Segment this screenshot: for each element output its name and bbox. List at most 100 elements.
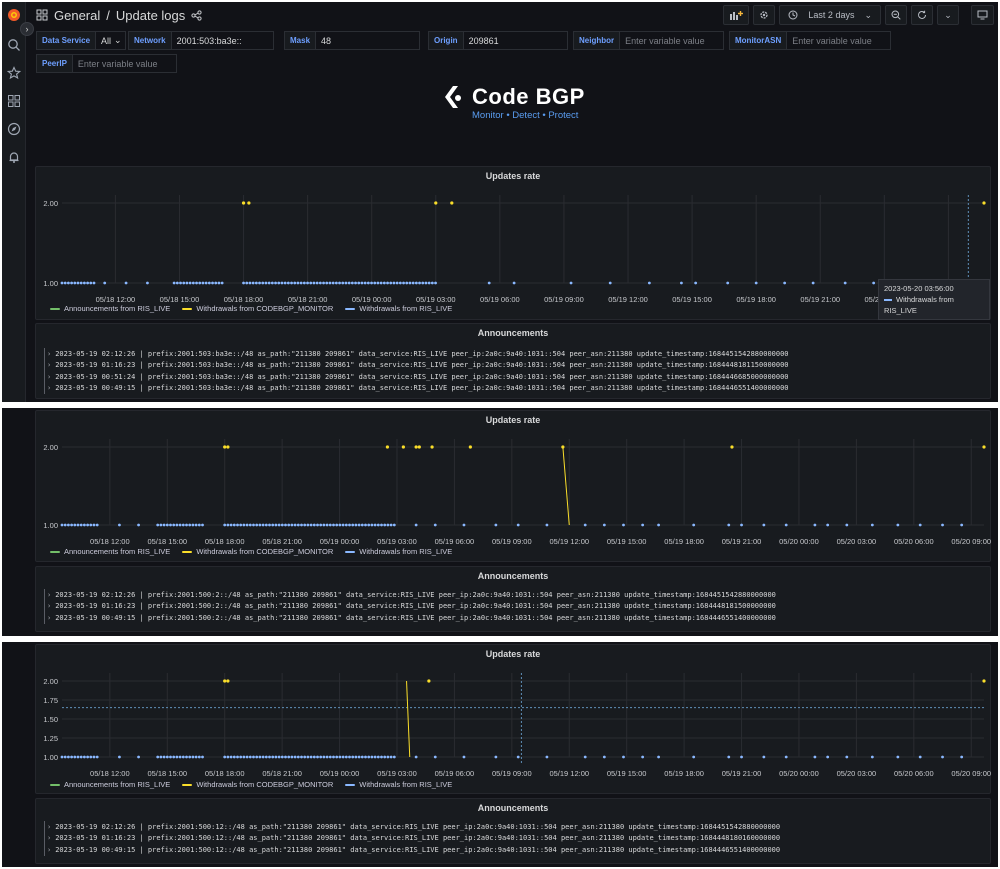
data-point [408, 281, 412, 285]
x-tick-label: 05/19 15:00 [607, 537, 647, 546]
updates-rate-chart[interactable]: 1.00 1.25 1.50 1.75 2.00 05/18 12:00 05/18 15:… [36, 645, 992, 795]
data-point [896, 755, 900, 759]
data-point [70, 755, 73, 759]
data-point [236, 755, 239, 759]
legend-item[interactable]: Withdrawals from RIS_LIVE [345, 304, 452, 313]
legend-item[interactable]: Announcements from RIS_LIVE [50, 547, 170, 556]
data-point [245, 281, 249, 285]
settings-button[interactable] [753, 5, 776, 25]
data-point [248, 523, 252, 527]
data-point [357, 523, 361, 527]
data-point [214, 281, 218, 285]
legend-item[interactable]: Withdrawals from CODEBGP_MONITOR [182, 304, 333, 313]
var-peer-ip[interactable]: PeerIP Enter variable value [36, 54, 177, 73]
data-point [95, 523, 99, 527]
data-point [277, 523, 281, 527]
log-row[interactable]: › 2023-05-19 00:49:15 | prefix:2001:503:b… [44, 382, 982, 394]
monitor-asn-input[interactable]: Enter variable value [787, 31, 892, 50]
x-tick-label: 05/20 06:00 [894, 537, 934, 546]
var-network[interactable]: Network 2001:503:ba3e:: [128, 31, 274, 50]
var-label: Data Service [36, 31, 97, 50]
data-service-select[interactable]: All ⌄ [96, 31, 127, 50]
data-point [162, 755, 166, 759]
data-point [383, 523, 387, 527]
mask-input[interactable]: 48 [316, 31, 421, 50]
log-row[interactable]: › 2023-05-19 02:12:26 | prefix:2001:500:2… [44, 589, 982, 601]
data-point [692, 523, 696, 527]
var-data-service[interactable]: Data Service All ⌄ [36, 31, 127, 50]
var-neighbor[interactable]: Neighbor Enter variable value [573, 31, 725, 50]
legend-swatch [345, 550, 356, 553]
explore-icon[interactable] [5, 120, 23, 138]
chevron-down-icon: ⌄ [944, 9, 952, 20]
x-tick-label: 05/19 00:00 [320, 769, 360, 778]
alerting-bell-icon[interactable] [5, 148, 23, 166]
data-point [434, 201, 438, 205]
data-point [274, 523, 278, 527]
legend-item[interactable]: Announcements from RIS_LIVE [50, 304, 170, 313]
data-point [124, 281, 128, 285]
legend-label: Withdrawals from CODEBGP_MONITOR [196, 304, 334, 313]
network-input[interactable]: 2001:503:ba3e:: [171, 31, 274, 50]
log-row[interactable]: › 2023-05-19 01:16:23 | prefix:2001:500:2… [44, 600, 982, 612]
data-point [360, 281, 364, 285]
data-point [845, 755, 849, 759]
dashboard-title[interactable]: Update logs [115, 7, 186, 23]
updates-rate-panel[interactable]: Updates rate 1.00 1.25 1.50 1.75 2.00 05/18 1… [35, 644, 991, 794]
data-point [309, 281, 313, 285]
data-point [494, 755, 498, 759]
data-point [290, 281, 293, 285]
expand-menu-icon[interactable]: › [20, 22, 34, 36]
legend-item[interactable]: Withdrawals from CODEBGP_MONITOR [182, 780, 333, 789]
share-icon[interactable] [191, 9, 202, 21]
data-point [194, 755, 198, 759]
breadcrumb-folder[interactable]: General [54, 7, 101, 23]
neighbor-input[interactable]: Enter variable value [620, 31, 725, 50]
time-range-picker[interactable]: Last 2 days ⌄ [779, 5, 881, 25]
log-row[interactable]: › 2023-05-19 02:12:26 | prefix:2001:500:1… [44, 821, 982, 833]
origin-input[interactable]: 209861 [463, 31, 568, 50]
tv-mode-button[interactable] [971, 5, 994, 25]
search-icon[interactable] [5, 36, 23, 54]
log-row[interactable]: › 2023-05-19 00:49:15 | prefix:2001:500:1… [44, 844, 982, 856]
var-monitor-asn[interactable]: MonitorASN Enter variable value [729, 31, 892, 50]
log-row[interactable]: › 2023-05-19 02:12:26 | prefix:2001:503:b… [44, 348, 982, 360]
log-row[interactable]: › 2023-05-19 00:49:15 | prefix:2001:500:2… [44, 612, 982, 624]
dashboards-icon[interactable] [5, 92, 23, 110]
updates-rate-chart[interactable]: 1.00 2.00 05/18 12:00 05/18 15:00 05/18 18:0… [36, 167, 992, 321]
legend-item[interactable]: Withdrawals from CODEBGP_MONITOR [182, 547, 333, 556]
data-point [516, 523, 520, 527]
data-point [896, 523, 900, 527]
var-mask[interactable]: Mask 48 [284, 31, 421, 50]
updates-rate-panel[interactable]: Updates rate 1.00 2.00 05/18 12:00 05/18 15… [35, 410, 991, 562]
add-panel-button[interactable] [723, 5, 750, 25]
data-point [338, 523, 342, 527]
data-point [494, 523, 498, 527]
data-point [169, 755, 172, 759]
var-origin[interactable]: Origin 209861 [428, 31, 568, 50]
log-row[interactable]: › 2023-05-19 00:51:24 | prefix:2001:503:b… [44, 371, 982, 383]
x-tick-label: 05/18 18:00 [205, 769, 245, 778]
log-row[interactable]: › 2023-05-19 01:16:23 | prefix:2001:500:1… [44, 832, 982, 844]
grafana-logo-icon[interactable] [5, 6, 23, 24]
log-text: 2023-05-19 00:49:15 | prefix:2001:503:ba… [55, 384, 789, 393]
peer-ip-input[interactable]: Enter variable value [72, 54, 177, 73]
star-icon[interactable] [5, 64, 23, 82]
refresh-button[interactable] [911, 5, 933, 25]
data-point [845, 523, 849, 527]
data-point [414, 755, 418, 759]
legend-item[interactable]: Announcements from RIS_LIVE [50, 780, 170, 789]
legend-item[interactable]: Withdrawals from RIS_LIVE [345, 547, 452, 556]
data-point [251, 281, 255, 285]
data-point [344, 281, 348, 285]
log-row[interactable]: › 2023-05-19 01:16:23 | prefix:2001:503:b… [44, 359, 982, 371]
data-point [354, 755, 358, 759]
updates-rate-chart[interactable]: 1.00 2.00 05/18 12:00 05/18 15:00 05/18 18:0… [36, 411, 992, 563]
refresh-interval-dropdown[interactable]: ⌄ [937, 5, 959, 25]
updates-rate-panel[interactable]: Updates rate 1.00 2.00 05/18 12:00 05/18 15… [35, 166, 991, 320]
data-point [414, 445, 418, 449]
zoom-out-button[interactable] [885, 5, 907, 25]
dashboard-pane: Updates rate 1.00 2.00 05/18 12:00 05/18 15… [2, 408, 998, 636]
legend-item[interactable]: Withdrawals from RIS_LIVE [345, 780, 452, 789]
data-point [73, 281, 77, 285]
